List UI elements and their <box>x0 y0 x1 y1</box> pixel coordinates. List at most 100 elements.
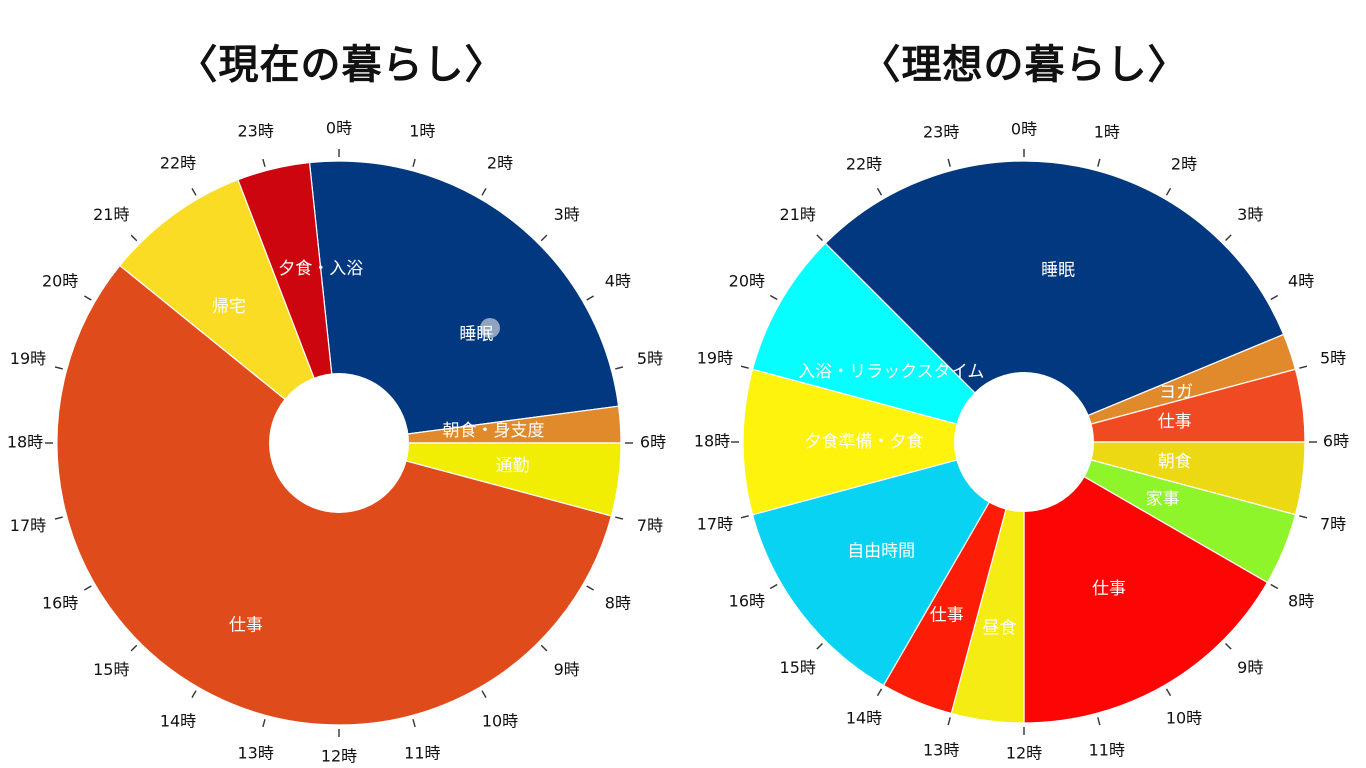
slice-label: 仕事 <box>1092 579 1126 599</box>
hour-tick <box>615 516 624 520</box>
hour-tick-label: 12時 <box>321 747 357 766</box>
hour-tick <box>740 515 749 519</box>
hour-tick <box>1270 583 1279 590</box>
hour-tick <box>54 516 63 520</box>
slice-label: 昼食 <box>982 618 1016 638</box>
pie-slice <box>308 160 620 444</box>
hour-tick-label: 10時 <box>1166 709 1202 728</box>
hour-tick-label: 11時 <box>404 744 440 763</box>
hour-tick <box>540 644 548 652</box>
hour-tick <box>1299 365 1308 369</box>
hour-tick-label: 9時 <box>554 660 580 679</box>
hour-tick-label: 6時 <box>1323 432 1349 451</box>
hour-tick <box>191 690 197 698</box>
hour-tick-label: 14時 <box>846 709 882 728</box>
hour-tick <box>769 583 778 590</box>
chart-title: 〈現在の暮らし〉 <box>177 42 506 88</box>
hour-tick-label: 7時 <box>637 516 663 535</box>
hour-tick <box>262 719 266 728</box>
hour-tick-label: 21時 <box>780 205 816 224</box>
hour-tick-label: 23時 <box>923 122 959 141</box>
hour-tick <box>1299 515 1308 519</box>
hour-tick <box>615 366 624 370</box>
hour-tick-label: 6時 <box>640 433 666 452</box>
hour-tick-label: 13時 <box>923 741 959 760</box>
hour-tick-label: 17時 <box>697 514 733 533</box>
slice-label: 自由時間 <box>847 542 915 562</box>
hour-tick-label: 1時 <box>1094 122 1120 141</box>
hour-tick-label: 17時 <box>10 516 46 535</box>
slice-label: 通勤 <box>496 456 530 476</box>
hour-tick <box>876 688 883 697</box>
pie-slice <box>751 441 1026 687</box>
slice-label: 夕食・入浴 <box>278 259 363 279</box>
slice-label: 仕事 <box>1158 412 1192 432</box>
pie-slice <box>237 161 340 444</box>
hour-tick-label: 16時 <box>42 594 78 613</box>
hour-tick <box>1097 717 1101 726</box>
hour-tick-label: 20時 <box>729 272 765 291</box>
hour-tick-label: 19時 <box>697 349 733 368</box>
slice-label: 睡眠 <box>1041 260 1075 280</box>
hour-tick-label: 0時 <box>1011 120 1037 139</box>
hour-tick-label: 18時 <box>694 432 730 451</box>
hour-tick <box>1165 187 1172 196</box>
hour-tick-label: 1時 <box>409 121 435 140</box>
hour-tick-label: 22時 <box>846 154 882 173</box>
hour-tick-label: 0時 <box>326 119 352 138</box>
hour-tick-label: 15時 <box>93 660 129 679</box>
hour-tick <box>412 719 416 728</box>
hour-tick <box>540 234 548 242</box>
slice-label: 朝食 <box>1158 452 1192 472</box>
hour-tick <box>84 295 92 301</box>
slice-label: 朝食・身支度 <box>443 421 545 441</box>
hour-tick <box>1165 688 1172 697</box>
hour-tick-label: 18時 <box>7 433 43 452</box>
hour-tick <box>740 365 749 369</box>
hour-tick-label: 23時 <box>237 121 273 140</box>
hour-tick-label: 3時 <box>1237 205 1263 224</box>
current-life-chart-panel: 〈現在の暮らし〉 睡眠 朝食・身支度 通勤 仕事 帰宅 夕食・入浴 0時 1時 2時 3時 4時 5時… <box>7 42 666 766</box>
slice-label: 睡眠 <box>459 325 493 345</box>
hour-tick-label: 19時 <box>10 349 46 368</box>
hour-tick <box>876 187 883 196</box>
center-hole <box>269 373 409 513</box>
hour-tick-label: 8時 <box>1288 592 1314 611</box>
hour-tick-label: 20時 <box>42 272 78 291</box>
hour-tick <box>54 366 63 370</box>
hour-tick-label: 3時 <box>554 205 580 224</box>
hour-tick-label: 10時 <box>482 711 518 730</box>
hour-tick <box>586 585 594 591</box>
slice-label: 入浴・リラックスタイム <box>798 362 984 382</box>
hour-tick-label: 2時 <box>1171 154 1197 173</box>
hour-tick <box>947 717 951 726</box>
hour-tick <box>412 158 416 167</box>
hour-tick <box>816 643 823 650</box>
hour-tick <box>481 188 487 196</box>
hour-tick-label: 8時 <box>605 594 631 613</box>
hour-tick <box>130 234 138 242</box>
hour-tick-label: 14時 <box>160 711 196 730</box>
hour-tick <box>481 690 487 698</box>
hour-tick <box>769 294 778 301</box>
hour-tick-label: 4時 <box>605 272 631 291</box>
hour-tick <box>586 295 594 301</box>
hour-tick-label: 11時 <box>1089 741 1125 760</box>
hour-tick <box>1270 294 1279 301</box>
hour-tick-label: 15時 <box>780 658 816 677</box>
ideal-life-chart-panel: 〈理想の暮らし〉 睡眠 ヨガ 仕事 朝食 家事 仕事 昼食 仕事 自由時間 夕食準備・夕食 入浴・リ… <box>683 0 1366 768</box>
hour-tick <box>816 234 823 241</box>
center-hole <box>954 372 1094 512</box>
pie-slice <box>751 242 1027 444</box>
hour-tick <box>130 644 138 652</box>
hour-tick-label: 12時 <box>1006 744 1042 763</box>
hover-marker <box>480 318 500 338</box>
chart-title: 〈理想の暮らし〉 <box>860 42 1189 88</box>
hour-tick-label: 4時 <box>1288 272 1314 291</box>
hour-tick-label: 16時 <box>729 592 765 611</box>
slice-label: ヨガ <box>1159 383 1193 403</box>
hour-tick <box>191 188 197 196</box>
slice-label: 仕事 <box>930 606 964 626</box>
hour-tick <box>947 158 951 167</box>
